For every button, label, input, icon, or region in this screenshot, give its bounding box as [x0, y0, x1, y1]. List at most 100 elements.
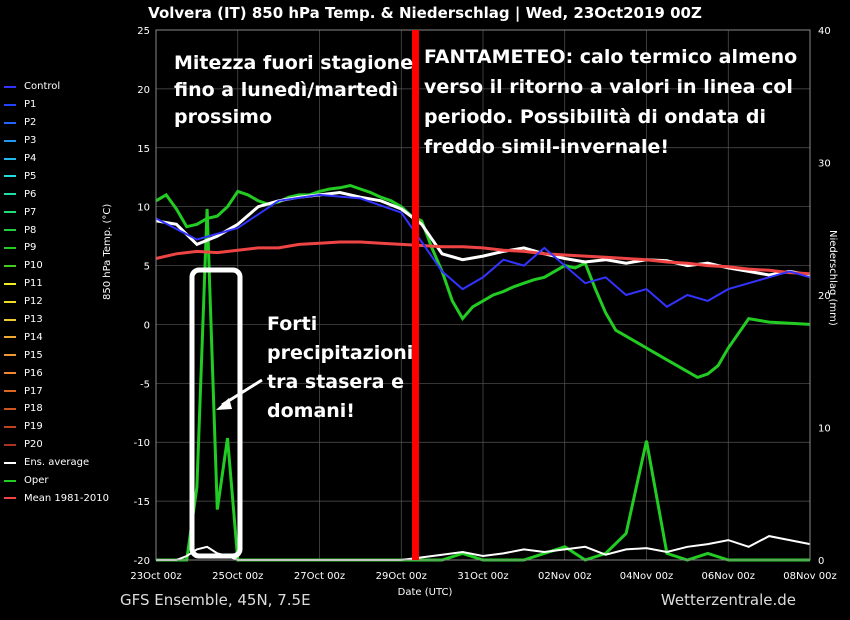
- legend-label: Ens. average: [24, 457, 90, 469]
- legend-swatch: [4, 407, 16, 410]
- legend-entry: P5: [4, 167, 109, 185]
- legend-swatch: [4, 246, 16, 249]
- legend-swatch: [4, 497, 16, 500]
- y2-tick-labels: 40 30 20 10 0: [818, 26, 831, 567]
- temp-line-control: [155, 193, 811, 309]
- y-tick-label: 0: [144, 320, 150, 331]
- legend-entry: P2: [4, 114, 109, 132]
- legend-entry: P8: [4, 221, 109, 239]
- y-tick-label: -10: [134, 438, 150, 449]
- legend-label: P10: [24, 260, 43, 272]
- legend-entry: P3: [4, 132, 109, 150]
- legend-label: P17: [24, 385, 43, 397]
- plot-area-border: [155, 29, 811, 561]
- x-tick-label: 04Nov 00z: [620, 571, 673, 582]
- legend-swatch: [4, 372, 16, 375]
- legend-label: P19: [24, 421, 43, 433]
- y2-tick-label: 10: [818, 424, 831, 435]
- legend-swatch: [4, 211, 16, 214]
- annotation-mild-period: Mitezza fuori stagione fino a lunedì/mar…: [174, 52, 414, 128]
- legend-label: P11: [24, 278, 43, 290]
- legend-entry: P19: [4, 418, 109, 436]
- y2-tick-label: 30: [818, 159, 831, 170]
- legend-label: P18: [24, 403, 43, 415]
- x-tick-label: 25Oct 00z: [212, 571, 263, 582]
- legend-entry: P9: [4, 239, 109, 257]
- x-tick-label: 23Oct 00z: [130, 571, 181, 582]
- x-tick-label: 02Nov 00z: [538, 571, 591, 582]
- x-tick-label: 08Nov 00z: [783, 571, 836, 582]
- legend-label: P6: [24, 188, 37, 200]
- legend-label: P14: [24, 331, 43, 343]
- legend-swatch: [4, 229, 16, 232]
- chart-title: Volvera (IT) 850 hPa Temp. & Niederschla…: [148, 4, 702, 22]
- legend-swatch: [4, 103, 16, 106]
- x-tick-label: 06Nov 00z: [702, 571, 755, 582]
- footer-model-info: GFS Ensemble, 45N, 7.5E: [120, 591, 311, 609]
- footer-source: Wetterzentrale.de: [660, 591, 796, 609]
- temp-line-mean-1981-2010: [155, 240, 811, 276]
- legend-label: Mean 1981-2010: [24, 492, 109, 504]
- legend-swatch: [4, 157, 16, 160]
- legend-label: P8: [24, 224, 37, 236]
- y-tick-label: 5: [144, 262, 150, 273]
- x-axis-label: Date (UTC): [397, 587, 453, 598]
- y-tick-label: 25: [137, 26, 150, 37]
- y-tick-label: 15: [137, 144, 150, 155]
- legend-entry: P4: [4, 150, 109, 168]
- legend-swatch: [4, 300, 16, 303]
- legend-swatch: [4, 282, 16, 285]
- legend-entry: P20: [4, 436, 109, 454]
- legend-label: P15: [24, 349, 43, 361]
- legend-swatch: [4, 318, 16, 321]
- legend-label: P3: [24, 135, 37, 147]
- legend-entry: P14: [4, 328, 109, 346]
- legend-entry: P6: [4, 185, 109, 203]
- legend-label: P12: [24, 296, 43, 308]
- legend-swatch: [4, 264, 16, 267]
- legend-entry: P13: [4, 311, 109, 329]
- legend-swatch: [4, 461, 16, 464]
- legend-swatch: [4, 443, 16, 446]
- y-tick-labels: 25 20 15 10 5 0 -5 -10 -15 -20: [134, 26, 150, 567]
- y-tick-label: 10: [137, 203, 150, 214]
- temp-line-oper: [155, 183, 811, 380]
- marker-line: [412, 30, 419, 560]
- legend-swatch: [4, 193, 16, 196]
- legend-swatch: [4, 354, 16, 357]
- legend-label: P16: [24, 367, 43, 379]
- legend: Control P1 P2 P3 P4 P5 P6 P7 P8 P9 P10 P11 P12 P13 P14…: [4, 78, 109, 507]
- legend-entry: P10: [4, 257, 109, 275]
- y-tick-label: -15: [134, 497, 150, 508]
- legend-swatch: [4, 175, 16, 178]
- legend-label: P5: [24, 170, 37, 182]
- legend-label: P1: [24, 99, 37, 111]
- legend-entry: P16: [4, 364, 109, 382]
- legend-entry: Oper: [4, 472, 109, 490]
- annotation-fantameteo: FANTAMETEO: calo termico almeno verso il…: [424, 46, 798, 158]
- legend-swatch: [4, 479, 16, 482]
- legend-entry: P11: [4, 275, 109, 293]
- y-tick-label: -5: [140, 379, 150, 390]
- arrow-icon: [216, 378, 263, 410]
- legend-entry: P17: [4, 382, 109, 400]
- x-tick-labels: 23Oct 00z 25Oct 00z 27Oct 00z 29Oct 00z 31Oc…: [130, 571, 836, 582]
- legend-swatch: [4, 390, 16, 393]
- legend-entry: Mean 1981-2010: [4, 489, 109, 507]
- legend-entry: P7: [4, 203, 109, 221]
- x-tick-label: 31Oct 00z: [457, 571, 508, 582]
- legend-swatch: [4, 85, 16, 88]
- legend-swatch: [4, 139, 16, 142]
- legend-label: P20: [24, 439, 43, 451]
- y-tick-label: 20: [137, 85, 150, 96]
- y2-tick-label: 20: [818, 291, 831, 302]
- legend-label: P9: [24, 242, 37, 254]
- x-tick-label: 27Oct 00z: [294, 571, 345, 582]
- legend-swatch: [4, 425, 16, 428]
- annotation-heavy-precip: Forti precipitazioni tra stasera e doman…: [267, 313, 414, 422]
- legend-swatch: [4, 336, 16, 339]
- legend-entry: Ens. average: [4, 454, 109, 472]
- legend-label: Control: [24, 81, 61, 93]
- legend-entry: Control: [4, 78, 109, 96]
